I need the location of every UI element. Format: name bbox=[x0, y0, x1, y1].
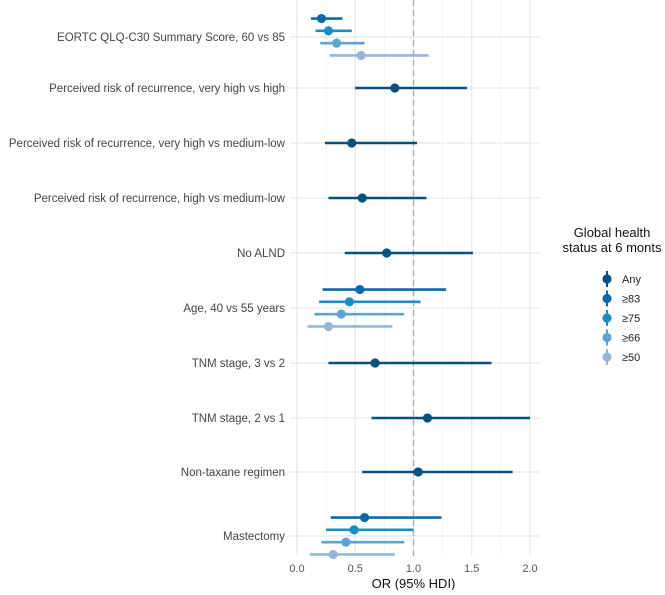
x-tick-label: 0.5 bbox=[348, 563, 363, 575]
point-estimate bbox=[413, 467, 423, 477]
x-tick-label: 2.0 bbox=[522, 563, 537, 575]
point-estimate bbox=[382, 248, 392, 258]
row-label: Perceived risk of recurrence, very high … bbox=[49, 83, 285, 95]
row-label: Non-taxane regimen bbox=[181, 467, 285, 479]
legend-title: status at 6 monts bbox=[563, 240, 662, 255]
legend-label: ≥50 bbox=[622, 352, 640, 364]
point-estimate bbox=[344, 297, 355, 307]
row-label: Age, 40 vs 55 years bbox=[183, 303, 285, 315]
row-label: Perceived risk of recurrence, high vs me… bbox=[34, 193, 286, 205]
legend-key-point bbox=[602, 352, 612, 362]
point-estimate bbox=[349, 525, 359, 535]
point-estimate bbox=[332, 38, 342, 48]
x-tick-label: 0.0 bbox=[289, 563, 304, 575]
x-tick-label: 1.0 bbox=[406, 563, 421, 575]
row-label: TNM stage, 2 vs 1 bbox=[192, 413, 285, 425]
legend-title: Global health bbox=[574, 225, 651, 240]
row-label: Perceived risk of recurrence, very high … bbox=[9, 138, 286, 150]
point-estimate bbox=[323, 26, 334, 36]
legend-key-point bbox=[602, 293, 612, 304]
legend-label: ≥75 bbox=[622, 313, 640, 325]
row-label: No ALND bbox=[237, 248, 285, 260]
row-label: Mastectomy bbox=[223, 531, 285, 543]
point-estimate bbox=[422, 413, 433, 423]
point-estimate bbox=[355, 284, 365, 295]
x-axis-title: OR (95% HDI) bbox=[372, 576, 456, 590]
legend-key-point bbox=[602, 332, 612, 343]
point-estimate bbox=[328, 549, 338, 560]
point-estimate bbox=[356, 50, 366, 61]
point-estimate bbox=[390, 83, 400, 93]
legend-key-point bbox=[602, 274, 612, 284]
legend-key-point bbox=[602, 313, 612, 323]
row-label: EORTC QLQ-C30 Summary Score, 60 vs 85 bbox=[57, 32, 285, 44]
row-label: TNM stage, 3 vs 2 bbox=[192, 358, 285, 370]
x-tick-label: 1.5 bbox=[464, 563, 479, 575]
point-estimate bbox=[336, 309, 346, 319]
point-estimate bbox=[359, 512, 370, 523]
point-estimate bbox=[316, 13, 327, 24]
point-estimate bbox=[323, 321, 334, 332]
point-estimate bbox=[370, 358, 380, 368]
point-estimate bbox=[357, 193, 367, 203]
legend-label: ≥66 bbox=[622, 333, 640, 345]
legend-label: Any bbox=[622, 274, 641, 286]
legend-label: ≥83 bbox=[622, 294, 640, 306]
point-estimate bbox=[347, 138, 357, 148]
point-estimate bbox=[341, 537, 351, 547]
